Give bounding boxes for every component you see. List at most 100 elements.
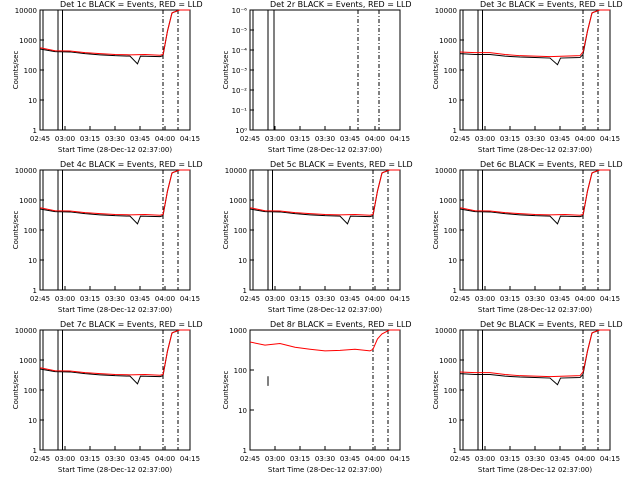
x-tick-label: 04:15 — [180, 295, 200, 303]
x-tick-label: 02:45 — [240, 295, 260, 303]
chart-panel-9: Det 9c BLACK = Events, RED = LLD Counts/s… — [432, 320, 623, 474]
y-tick-label: 1000 — [19, 197, 37, 205]
x-tick-label: 02:45 — [450, 455, 470, 463]
x-tick-label: 04:00 — [575, 295, 595, 303]
x-tick-label: 02:45 — [240, 135, 260, 143]
x-tick-label: 04:15 — [600, 135, 620, 143]
x-tick-label: 03:15 — [500, 135, 520, 143]
y-tick-label: 10000 — [435, 327, 457, 335]
x-tick-label: 02:45 — [240, 455, 260, 463]
chart-panel-7: Det 7c BLACK = Events, RED = LLD Counts/s… — [12, 320, 203, 474]
chart-title: Det 2r BLACK = Events, RED = LLD — [270, 0, 412, 9]
chart-panel-2: Det 2r BLACK = Events, RED = LLD Counts/s… — [222, 0, 412, 154]
x-tick-label: 03:30 — [315, 455, 335, 463]
x-axis-label: Start Time (28-Dec-12 02:37:00) — [268, 146, 382, 154]
y-tick-label: 10 — [28, 257, 37, 265]
x-tick-label: 03:00 — [265, 135, 285, 143]
y-tick-label: 10000 — [15, 327, 37, 335]
y-tick-label: 10000 — [435, 7, 457, 15]
y-axis-label: Counts/sec — [222, 211, 230, 250]
x-tick-label: 03:30 — [315, 135, 335, 143]
lld-line — [39, 329, 190, 376]
y-tick-label: 100 — [234, 367, 247, 375]
chart-panel-3: Det 3c BLACK = Events, RED = LLD Counts/s… — [432, 0, 623, 154]
x-tick-label: 03:15 — [80, 295, 100, 303]
y-axis-label: Counts/sec — [12, 211, 20, 250]
x-axis-label: Start Time (28-Dec-12 02:37:00) — [478, 146, 592, 154]
y-tick-label: 1000 — [439, 197, 457, 205]
y-tick-label: 100 — [24, 387, 37, 395]
chart-title: Det 1c BLACK = Events, RED = LLD — [60, 0, 203, 9]
x-tick-label: 04:00 — [365, 135, 385, 143]
x-tick-label: 04:00 — [365, 455, 385, 463]
chart-title: Det 7c BLACK = Events, RED = LLD — [60, 320, 203, 329]
chart-title: Det 6c BLACK = Events, RED = LLD — [480, 160, 623, 169]
y-tick-label: 1000 — [19, 37, 37, 45]
x-tick-label: 03:00 — [55, 295, 75, 303]
x-tick-label: 03:30 — [105, 455, 125, 463]
x-tick-label: 03:15 — [80, 455, 100, 463]
y-tick-label: 10 — [28, 417, 37, 425]
y-tick-label: 1 — [33, 127, 37, 135]
x-tick-label: 04:15 — [390, 455, 410, 463]
x-tick-label: 04:15 — [180, 135, 200, 143]
y-tick-label: 1000 — [439, 37, 457, 45]
x-tick-label: 03:15 — [500, 455, 520, 463]
x-tick-label: 03:00 — [55, 455, 75, 463]
y-tick-label: 100 — [444, 227, 457, 235]
x-tick-label: 03:15 — [80, 135, 100, 143]
x-tick-label: 03:45 — [340, 135, 360, 143]
x-tick-label: 03:30 — [315, 295, 335, 303]
y-tick-label: 1 — [243, 447, 247, 455]
x-tick-label: 04:15 — [600, 295, 620, 303]
y-tick-label: 100 — [24, 227, 37, 235]
x-axis-label: Start Time (28-Dec-12 02:37:00) — [268, 466, 382, 474]
y-tick-label: 10⁻³ — [232, 67, 248, 75]
x-tick-label: 03:45 — [130, 455, 150, 463]
y-tick-label: 10000 — [15, 167, 37, 175]
y-tick-label: 10⁻⁴ — [232, 47, 248, 55]
chart-panel-6: Det 6c BLACK = Events, RED = LLD Counts/s… — [432, 160, 623, 314]
x-axis-label: Start Time (28-Dec-12 02:37:00) — [268, 306, 382, 314]
y-axis-label: Counts/sec — [12, 371, 20, 410]
y-tick-label: 10⁻¹ — [232, 107, 248, 115]
y-tick-label: 100 — [234, 227, 247, 235]
y-tick-label: 10 — [238, 257, 247, 265]
x-tick-label: 03:45 — [550, 455, 570, 463]
y-tick-label: 10⁻⁵ — [232, 27, 248, 35]
chart-title: Det 8r BLACK = Events, RED = LLD — [270, 320, 412, 329]
x-tick-label: 02:45 — [30, 455, 50, 463]
y-tick-label: 1 — [453, 287, 457, 295]
x-tick-label: 03:45 — [130, 135, 150, 143]
y-tick-label: 1000 — [229, 197, 247, 205]
x-tick-label: 02:45 — [450, 295, 470, 303]
x-tick-label: 04:00 — [155, 455, 175, 463]
chart-title: Det 9c BLACK = Events, RED = LLD — [480, 320, 623, 329]
chart-panel-4: Det 4c BLACK = Events, RED = LLD Counts/s… — [12, 160, 203, 314]
x-axis-label: Start Time (28-Dec-12 02:37:00) — [58, 466, 172, 474]
x-tick-label: 03:30 — [525, 295, 545, 303]
x-tick-label: 03:00 — [265, 455, 285, 463]
x-tick-label: 03:45 — [340, 295, 360, 303]
x-tick-label: 03:30 — [525, 135, 545, 143]
y-tick-label: 10 — [448, 97, 457, 105]
x-tick-label: 03:45 — [550, 295, 570, 303]
y-tick-label: 10000 — [15, 7, 37, 15]
x-tick-label: 03:30 — [105, 135, 125, 143]
y-axis-label: Counts/sec — [222, 371, 230, 410]
y-tick-label: 10⁻² — [232, 87, 248, 95]
x-tick-label: 04:00 — [365, 295, 385, 303]
x-axis-label: Start Time (28-Dec-12 02:37:00) — [478, 466, 592, 474]
x-tick-label: 04:15 — [390, 135, 410, 143]
x-tick-label: 03:15 — [290, 135, 310, 143]
y-tick-label: 100 — [444, 387, 457, 395]
x-tick-label: 04:00 — [575, 135, 595, 143]
x-tick-label: 03:15 — [290, 455, 310, 463]
lld-line — [459, 329, 610, 378]
x-axis-label: Start Time (28-Dec-12 02:37:00) — [478, 306, 592, 314]
y-tick-label: 1000 — [229, 327, 247, 335]
x-tick-label: 03:00 — [55, 135, 75, 143]
x-axis-label: Start Time (28-Dec-12 02:37:00) — [58, 146, 172, 154]
x-tick-label: 04:15 — [180, 455, 200, 463]
